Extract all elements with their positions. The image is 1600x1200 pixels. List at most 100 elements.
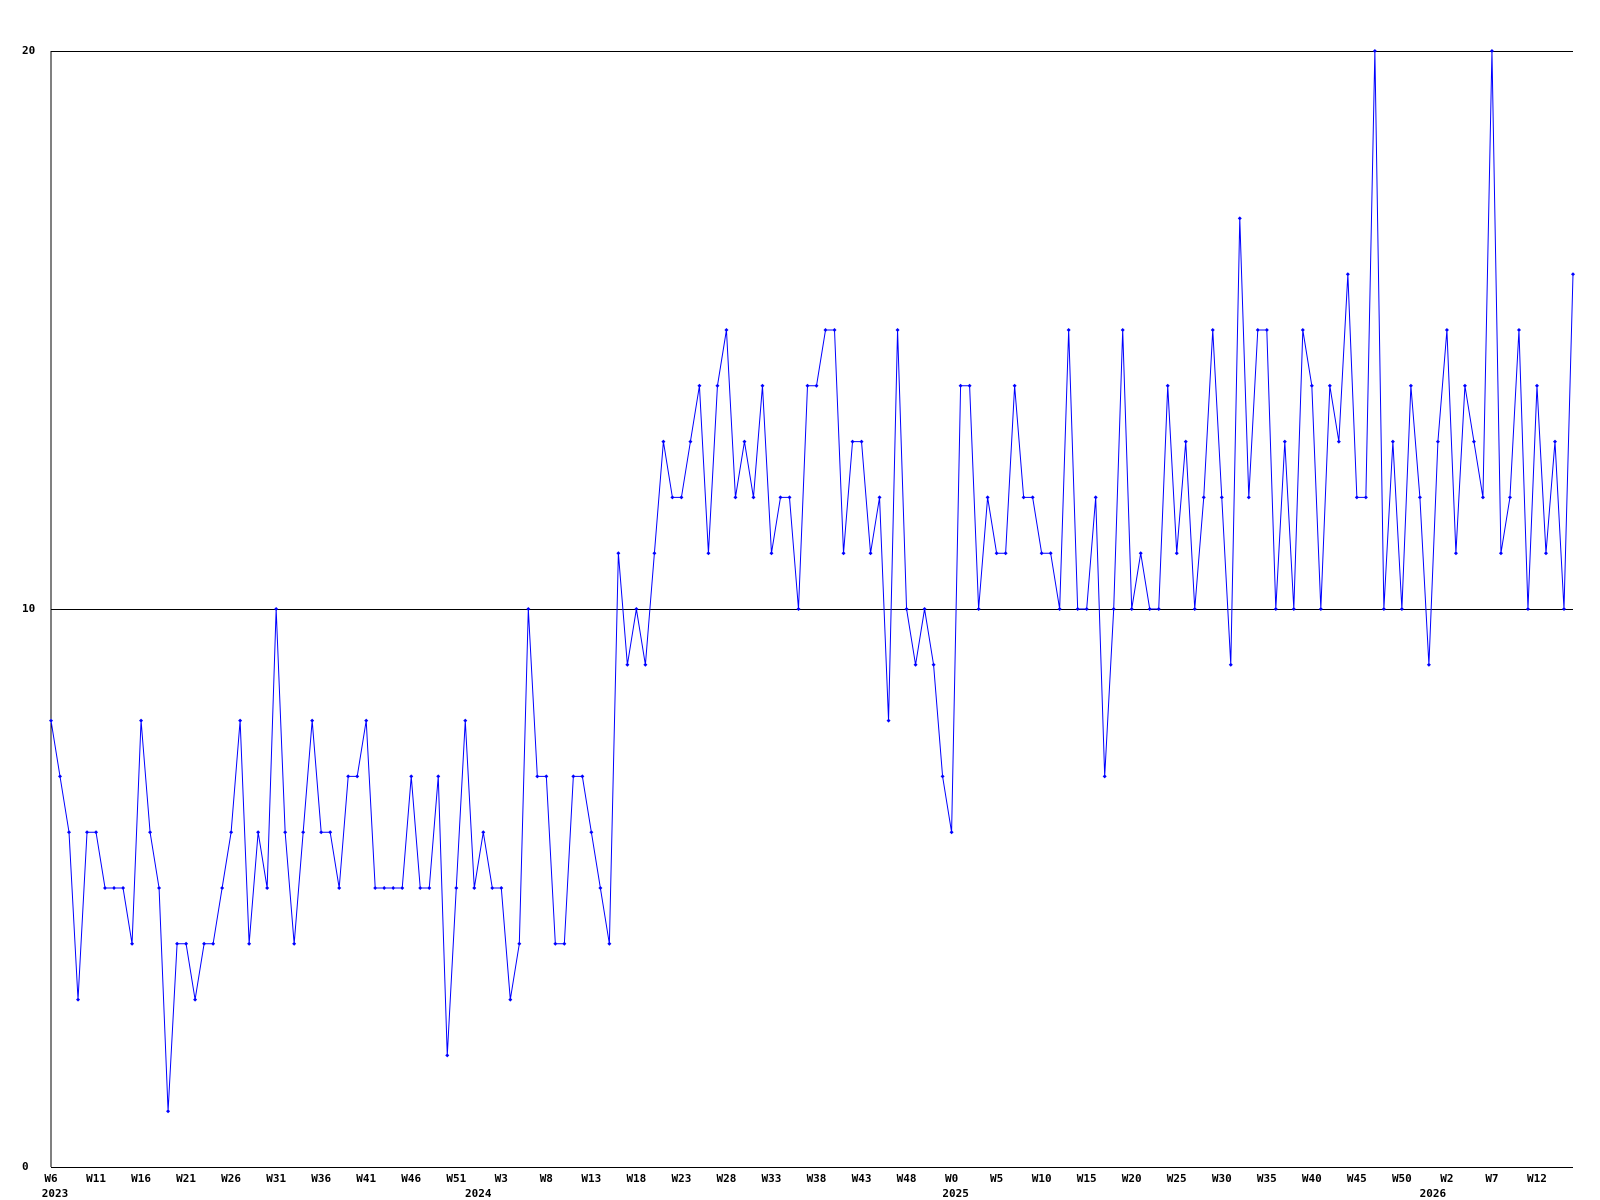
data-point — [328, 830, 333, 835]
data-point — [1201, 495, 1206, 500]
y-tick-label: 10 — [22, 602, 35, 615]
data-point — [301, 830, 306, 835]
x-tick-label: W2 — [1440, 1172, 1453, 1185]
data-point — [1399, 607, 1404, 611]
data-point — [580, 774, 585, 779]
data-point — [49, 718, 53, 723]
data-point — [1516, 328, 1521, 332]
data-point — [175, 941, 180, 946]
data-point — [310, 718, 315, 723]
x-tick-label: W45 — [1347, 1172, 1367, 1185]
data-point — [67, 830, 72, 835]
data-point — [229, 830, 234, 835]
data-point — [652, 551, 657, 556]
x-tick-label: W26 — [221, 1172, 241, 1185]
data-point — [427, 886, 432, 890]
data-point — [1264, 328, 1269, 332]
data-point — [769, 551, 774, 556]
data-point — [103, 886, 108, 890]
data-point — [634, 607, 639, 611]
data-point — [1309, 383, 1314, 388]
data-point — [832, 328, 837, 332]
x-tick-label: W7 — [1485, 1172, 1498, 1185]
data-point — [319, 830, 324, 835]
data-point — [1426, 662, 1431, 667]
data-point — [364, 718, 369, 723]
data-point — [1048, 551, 1053, 556]
data-point — [436, 774, 441, 779]
data-point — [85, 830, 90, 835]
data-point — [1192, 607, 1197, 611]
data-point — [1571, 272, 1575, 277]
x-tick-label: W28 — [717, 1172, 737, 1185]
data-point — [940, 774, 945, 779]
data-point — [1138, 551, 1143, 556]
x-tick-label: W15 — [1077, 1172, 1097, 1185]
data-point — [922, 607, 927, 611]
x-tick-label: W41 — [356, 1172, 376, 1185]
data-point — [1273, 607, 1278, 611]
data-point — [931, 662, 936, 667]
data-point — [1084, 607, 1089, 611]
x-tick-label: W38 — [807, 1172, 827, 1185]
data-point — [733, 495, 738, 500]
data-point — [391, 886, 396, 890]
data-point — [841, 551, 846, 556]
data-point — [607, 941, 612, 946]
data-point — [868, 551, 873, 556]
data-point — [1165, 383, 1170, 388]
data-point — [337, 886, 342, 890]
data-point — [643, 662, 648, 667]
data-point — [1381, 607, 1386, 611]
data-point — [1318, 607, 1323, 611]
data-point — [508, 997, 513, 1002]
data-point — [805, 383, 810, 388]
data-point — [598, 886, 603, 890]
data-point — [94, 830, 99, 835]
data-point — [823, 328, 828, 332]
data-point — [724, 328, 729, 332]
data-point — [1408, 383, 1413, 388]
data-point — [1327, 383, 1332, 388]
data-point — [202, 941, 207, 946]
data-point — [472, 886, 477, 890]
data-point — [346, 774, 351, 779]
data-point — [1003, 551, 1008, 556]
data-point — [1093, 495, 1098, 500]
data-point — [1282, 439, 1287, 444]
data-point — [445, 1053, 450, 1058]
data-point — [355, 774, 360, 779]
data-point — [1291, 607, 1296, 611]
data-point — [1021, 495, 1026, 500]
x-tick-label: W50 — [1392, 1172, 1412, 1185]
x-tick-label: W8 — [540, 1172, 553, 1185]
x-tick-label: W18 — [626, 1172, 646, 1185]
data-point — [1030, 495, 1035, 500]
data-point — [850, 439, 855, 444]
data-point — [157, 886, 162, 890]
data-point — [1057, 607, 1062, 611]
data-point — [994, 551, 999, 556]
x-tick-label: W31 — [266, 1172, 286, 1185]
data-point — [1066, 328, 1071, 332]
data-point — [139, 718, 144, 723]
data-point — [1543, 551, 1548, 556]
x-tick-label: W46 — [401, 1172, 421, 1185]
data-point — [1255, 328, 1260, 332]
x-tick-label: W23 — [671, 1172, 691, 1185]
data-point — [1129, 607, 1134, 611]
data-point — [913, 662, 918, 667]
x-tick-label: W6 — [44, 1172, 58, 1185]
data-point — [886, 718, 891, 723]
data-point — [184, 941, 189, 946]
x-tick-label: W36 — [311, 1172, 331, 1185]
data-point — [247, 941, 252, 946]
data-point — [166, 1109, 171, 1114]
data-point — [1210, 328, 1215, 332]
x-tick-label: W13 — [581, 1172, 601, 1185]
data-point — [535, 774, 540, 779]
data-point — [616, 551, 621, 556]
x-tick-label: W48 — [897, 1172, 917, 1185]
x-year-label: 2024 — [465, 1187, 492, 1200]
x-tick-label: W40 — [1302, 1172, 1322, 1185]
